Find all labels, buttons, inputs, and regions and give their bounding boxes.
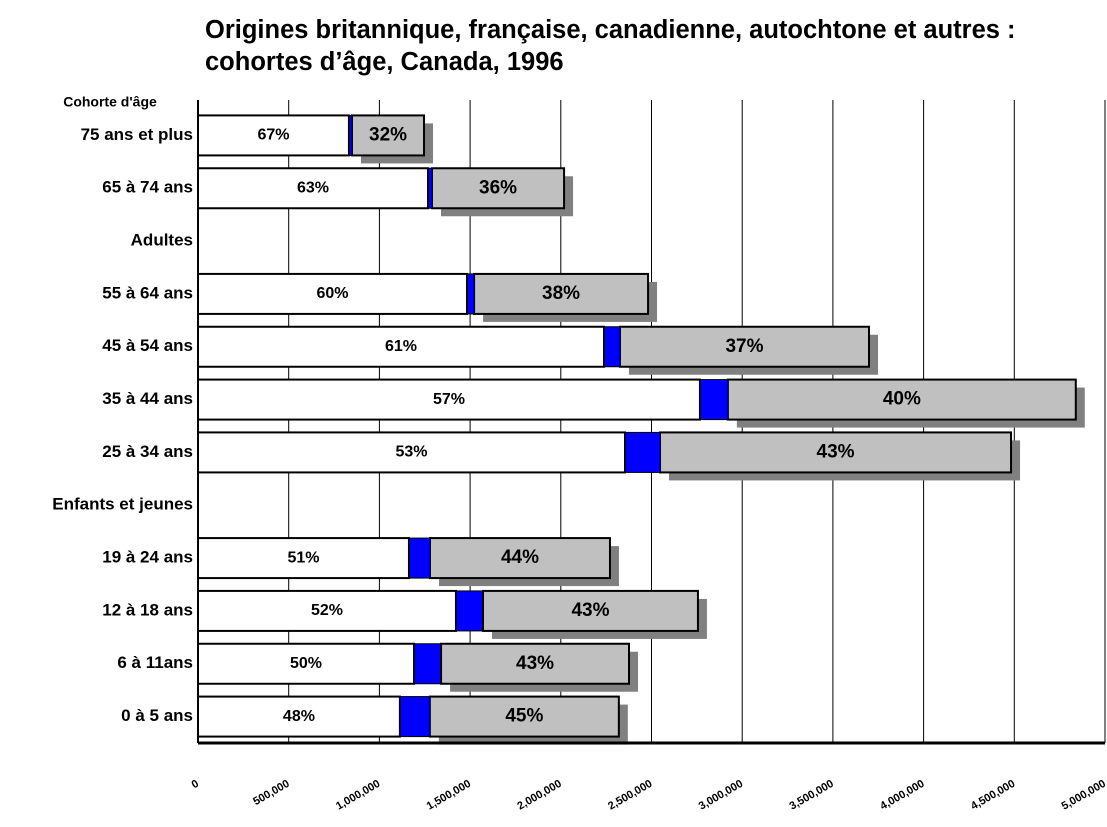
bar-label: 67% <box>257 127 289 144</box>
bar-segment <box>481 589 699 632</box>
x-tick-label: 2,500,000 <box>606 778 654 813</box>
y-tick-label: 25 à 34 ans <box>102 442 193 461</box>
x-tick-label: 3,500,000 <box>787 778 835 813</box>
x-tick-label: 0 <box>190 778 201 791</box>
bar-label: 48% <box>283 708 315 725</box>
x-tick-label: 4,500,000 <box>969 778 1017 813</box>
bar-segment <box>399 696 431 738</box>
bar-segment <box>659 431 1013 474</box>
bar-label: 57% <box>433 391 465 408</box>
bar-label: 38% <box>542 283 580 304</box>
bar-segment <box>699 379 729 421</box>
x-tick-label: 3,000,000 <box>697 778 745 813</box>
bar-label: 53% <box>395 444 427 461</box>
bar-label: 43% <box>516 653 554 674</box>
bar-label: 60% <box>316 285 348 302</box>
bar-segment <box>473 272 650 315</box>
bar-segment <box>624 431 661 473</box>
y-tick-label: 55 à 64 ans <box>102 283 193 302</box>
x-tick-label: 1,000,000 <box>334 778 382 813</box>
bar-segment <box>413 643 442 685</box>
bar-segment <box>440 642 631 685</box>
y-tick-label: 0 à 5 ans <box>121 706 193 725</box>
bar-segment <box>428 695 620 738</box>
y-tick-label: Enfants et jeunes <box>52 495 193 514</box>
x-tick-label: 500,000 <box>251 778 291 808</box>
bar-label: 43% <box>817 441 855 462</box>
y-tick-label: Adultes <box>131 231 193 250</box>
y-tick-label: 35 à 44 ans <box>102 389 193 408</box>
chart-title: Origines britannique, française, canadie… <box>205 16 1016 76</box>
y-tick-label: 45 à 54 ans <box>102 336 193 355</box>
bar-label: 51% <box>287 549 319 566</box>
bar-segment <box>466 273 475 315</box>
x-tick-label: 5,000,000 <box>1060 778 1107 813</box>
y-tick-label: 19 à 24 ans <box>102 548 193 567</box>
bar-segment <box>197 537 410 580</box>
bar-segment <box>197 378 701 421</box>
bar-segment <box>408 537 431 579</box>
x-tick-label: 2,000,000 <box>515 778 563 813</box>
x-tick-label: 1,500,000 <box>425 778 473 813</box>
y-tick-label: 65 à 74 ans <box>102 178 193 197</box>
bar-segment <box>455 590 484 632</box>
bar-segment <box>197 431 627 474</box>
bar-label: 43% <box>571 600 609 621</box>
bar-segment <box>197 272 469 315</box>
bar-segment <box>726 378 1077 421</box>
y-axis-label: Cohorte d'âge <box>63 94 157 110</box>
bar-segment <box>429 537 611 580</box>
y-tick-label: 12 à 18 ans <box>102 600 193 619</box>
bar-segment <box>197 114 350 157</box>
bar-segment <box>431 167 566 210</box>
y-tick-label: 6 à 11ans <box>117 653 193 672</box>
bar-segment <box>351 114 426 157</box>
x-tick-label: 4,000,000 <box>878 778 926 813</box>
bar-segment <box>603 326 621 368</box>
bar-segment <box>197 167 430 210</box>
bar-label: 32% <box>369 124 407 145</box>
bar-label: 61% <box>385 338 417 355</box>
bar-label: 63% <box>297 179 329 196</box>
bar-segment <box>618 325 870 368</box>
bar-label: 44% <box>501 547 539 568</box>
bar-label: 37% <box>725 336 763 357</box>
bar-label: 45% <box>505 706 543 727</box>
bar-label: 36% <box>479 177 517 198</box>
bar-segment <box>197 695 401 738</box>
y-tick-label: 75 ans et plus <box>81 125 193 144</box>
bar-label: 52% <box>311 602 343 619</box>
bar-label: 40% <box>883 389 921 410</box>
bar-label: 50% <box>290 655 322 672</box>
